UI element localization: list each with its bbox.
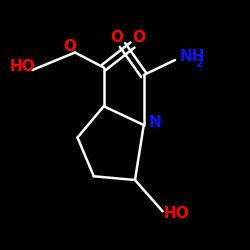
Text: O: O bbox=[63, 39, 76, 54]
Text: O: O bbox=[110, 30, 124, 46]
Text: NH: NH bbox=[180, 49, 205, 64]
Text: 2: 2 bbox=[195, 59, 203, 69]
Text: N: N bbox=[148, 115, 162, 130]
Text: HO: HO bbox=[164, 206, 189, 220]
Text: O: O bbox=[132, 30, 145, 45]
Text: HO: HO bbox=[10, 59, 36, 74]
